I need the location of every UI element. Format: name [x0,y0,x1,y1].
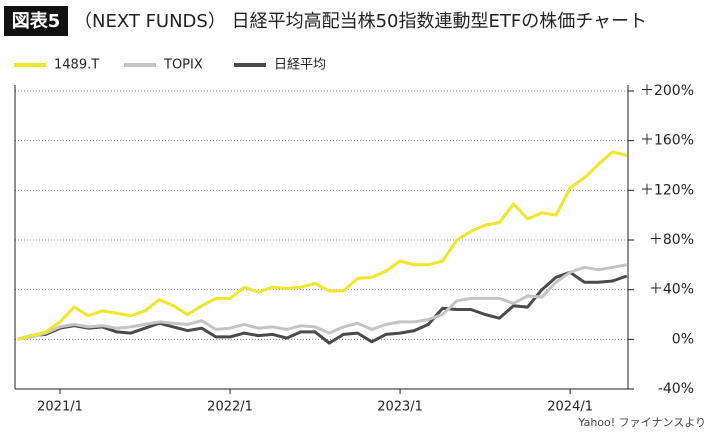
legend-label: 1489.T [54,58,99,73]
x-tick-label: 2021/1 [37,400,83,415]
series-line [17,263,628,341]
series-line [17,150,628,341]
source: Yahoo! ファイナンスより [577,416,706,429]
x-tick-label: 2022/1 [207,400,253,415]
y-tick-label: ＋160% [640,133,694,149]
y-tick-label: -40% [658,381,694,397]
y-tick-label: ＋120% [640,182,694,198]
figure-label: 図表5 [12,10,61,32]
legend-label: 日経平均 [274,58,326,73]
y-tick-label: 0% [672,331,694,347]
legend-label: TOPIX [163,58,203,73]
y-tick-label: ＋80% [649,232,694,248]
series-line [17,270,628,345]
y-tick-label: ＋200% [640,83,694,99]
x-tick-label: 2023/1 [377,400,423,415]
y-tick-label: ＋40% [649,282,694,298]
figure-label-box [4,6,68,36]
chart-title: （NEXT FUNDS） 日経平均高配当株50指数連動型ETFの株価チャート [74,11,647,32]
x-tick-label: 2024/1 [547,400,593,415]
